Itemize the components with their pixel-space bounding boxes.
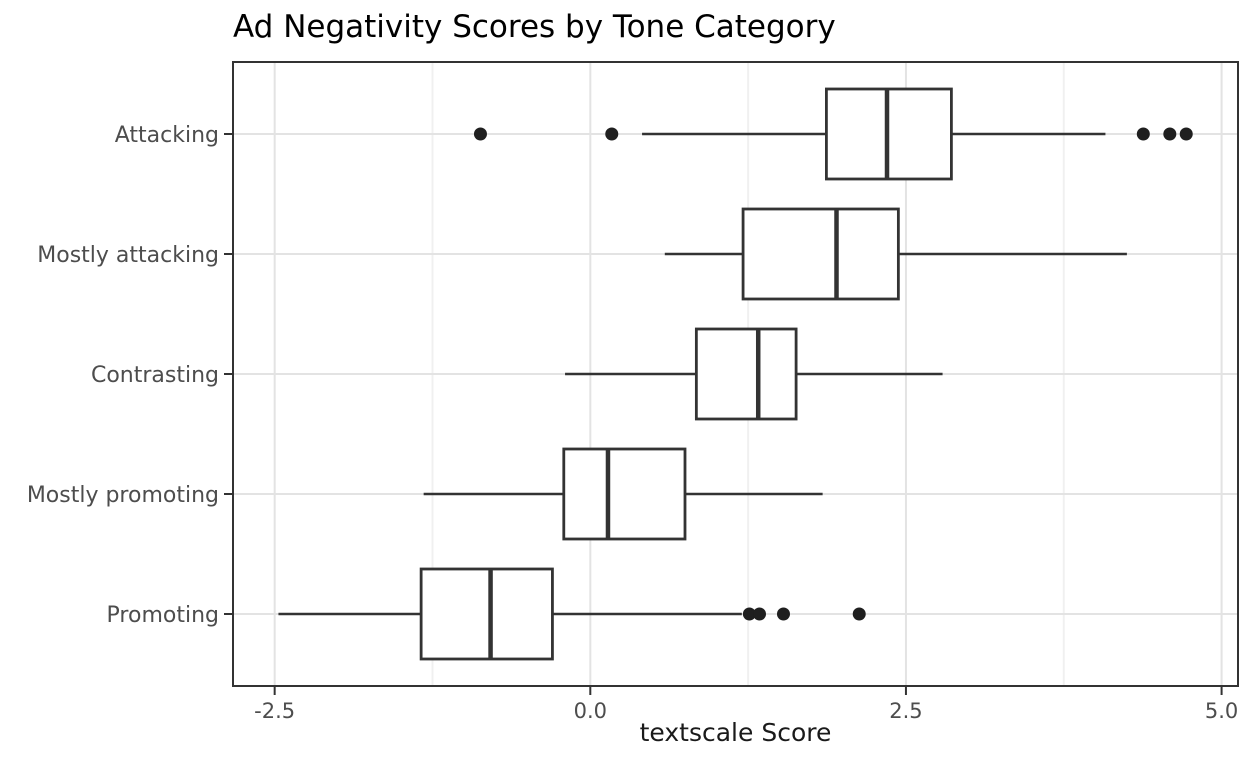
outlier-point-promoting (776, 607, 790, 621)
outlier-point-attacking (1136, 127, 1150, 141)
box-mostly-promoting (562, 447, 687, 541)
x-tick-label: 5.0 (1205, 699, 1238, 723)
y-category-label: Promoting (107, 603, 219, 628)
x-tick-label: 0.0 (574, 699, 607, 723)
box-promoting (419, 567, 554, 661)
y-category-label: Attacking (115, 123, 219, 148)
outlier-point-attacking (605, 127, 619, 141)
box-mostly-attacking (741, 207, 900, 301)
x-tick-label: 2.5 (889, 699, 922, 723)
y-category-label: Mostly promoting (27, 483, 219, 508)
outlier-point-promoting (742, 607, 756, 621)
x-axis-title: textscale Score (639, 718, 832, 747)
outlier-point-attacking (1163, 127, 1177, 141)
x-tick-label: -2.5 (254, 699, 295, 723)
outlier-point-promoting (752, 607, 766, 621)
outlier-point-promoting (852, 607, 866, 621)
outlier-point-attacking (1179, 127, 1193, 141)
chart-title: Ad Negativity Scores by Tone Category (233, 9, 836, 45)
box-contrasting (694, 327, 798, 421)
y-category-label: Contrasting (91, 363, 219, 388)
y-category-label: Mostly attacking (37, 243, 219, 268)
outlier-point-attacking (473, 127, 487, 141)
